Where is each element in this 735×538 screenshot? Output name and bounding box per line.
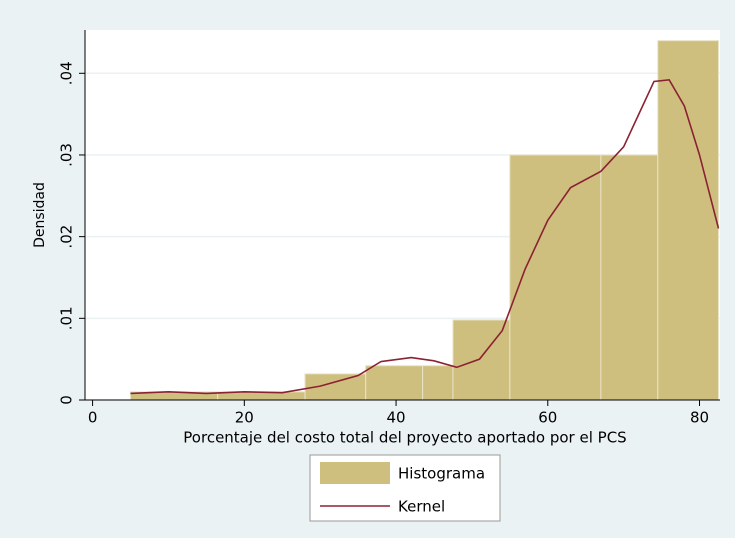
- histogram-bar: [600, 154, 659, 401]
- y-tick-label: .04: [58, 61, 76, 85]
- histogram-bar: [657, 40, 719, 401]
- y-tick-label: .03: [58, 143, 76, 167]
- x-tick-label: 20: [235, 409, 254, 427]
- y-tick-label: 0: [58, 395, 76, 405]
- legend-label: Kernel: [398, 498, 445, 516]
- y-axis-title: Densidad: [32, 182, 48, 248]
- x-tick-label: 40: [387, 409, 406, 427]
- kernel-line: [130, 78, 720, 395]
- histogram-bar: [365, 365, 424, 401]
- histogram-bar: [509, 154, 602, 401]
- x-tick-label: 60: [538, 409, 557, 427]
- legend-label: Histograma: [398, 465, 485, 483]
- legend-swatch: [320, 462, 390, 484]
- x-tick-label: 80: [690, 409, 709, 427]
- y-tick-label: .02: [58, 225, 76, 249]
- x-axis-title: Porcentaje del costo total del proyecto …: [183, 429, 626, 447]
- x-tick-label: 0: [88, 409, 98, 427]
- y-tick-label: .01: [58, 306, 76, 330]
- histogram-bar: [422, 365, 454, 401]
